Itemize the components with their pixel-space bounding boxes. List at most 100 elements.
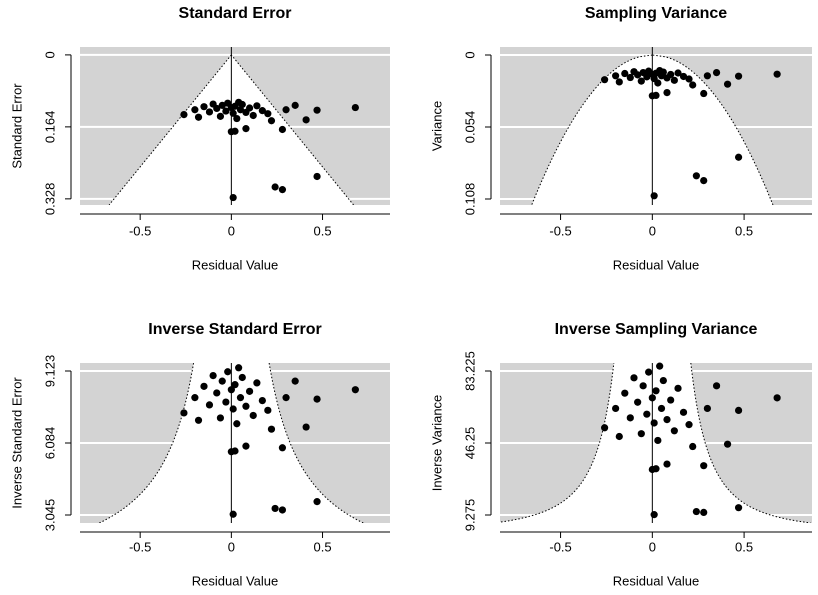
point: [652, 465, 660, 473]
point: [650, 192, 658, 200]
point: [271, 183, 279, 191]
point: [267, 425, 276, 433]
point: [213, 104, 221, 113]
point: [685, 75, 693, 83]
x-axis-title: Residual Value: [192, 573, 278, 588]
point: [723, 80, 732, 88]
point: [679, 408, 688, 416]
point: [657, 404, 666, 413]
point: [712, 382, 721, 390]
point: [652, 387, 660, 395]
y-axis-title: Standard Error: [9, 83, 24, 169]
point: [313, 106, 321, 114]
point: [637, 430, 645, 438]
point: [278, 125, 287, 134]
point: [291, 101, 299, 109]
point: [692, 172, 700, 180]
y-axis-title: Inverse Variance: [429, 395, 444, 492]
point: [689, 442, 697, 451]
point: [258, 396, 266, 405]
point: [648, 394, 656, 402]
chart-title: Standard Error: [179, 5, 292, 22]
point: [191, 106, 199, 114]
point: [663, 460, 671, 468]
point: [200, 103, 208, 111]
point: [674, 69, 682, 77]
point: [218, 101, 226, 109]
point: [700, 508, 708, 517]
point: [242, 402, 250, 410]
point: [621, 389, 629, 397]
point: [734, 406, 743, 415]
point: [656, 362, 664, 370]
y-axis-title: Inverse Standard Error: [9, 377, 24, 509]
point: [621, 69, 629, 78]
x-tick-label: -0.5: [549, 223, 571, 238]
point: [216, 112, 225, 120]
point: [626, 414, 634, 422]
y-tick-label: 9.275: [462, 499, 477, 532]
point: [674, 384, 682, 392]
point: [663, 89, 671, 97]
x-tick-label: 0: [649, 539, 656, 554]
funnel-edge: [652, 54, 774, 205]
point: [667, 70, 675, 79]
point: [242, 125, 250, 133]
point: [229, 405, 237, 413]
point: [703, 404, 711, 413]
point: [278, 186, 287, 194]
point: [236, 394, 245, 402]
point: [222, 107, 230, 115]
x-tick-label: 0: [228, 539, 235, 554]
point: [180, 110, 188, 119]
point: [634, 398, 642, 406]
point: [245, 104, 254, 112]
chart-title: Sampling Variance: [585, 5, 727, 22]
point: [253, 102, 261, 110]
point: [639, 382, 647, 390]
point: [222, 398, 230, 406]
point: [231, 127, 239, 135]
point: [650, 511, 658, 519]
point: [679, 72, 688, 81]
point: [626, 73, 634, 82]
chart-title: Inverse Standard Error: [148, 321, 321, 338]
x-tick-label: -0.5: [129, 223, 151, 238]
panel: -0.5 0 0.5 0 0.054 0.108 Sampling Variance Resi…: [429, 5, 812, 272]
point: [245, 387, 254, 395]
point: [205, 108, 214, 116]
point: [700, 462, 708, 470]
y-tick-label: 6.084: [42, 427, 57, 460]
y-tick-label: 0.054: [462, 111, 477, 144]
point: [351, 103, 359, 112]
y-tick-label: 0: [42, 51, 57, 58]
point: [650, 419, 658, 427]
point: [302, 116, 310, 124]
point: [267, 117, 276, 125]
point: [615, 78, 623, 86]
point: [180, 409, 188, 417]
point: [238, 373, 246, 382]
point: [643, 410, 651, 418]
y-tick-label: 0: [462, 51, 477, 58]
point: [612, 72, 620, 80]
funnel-edge: [230, 54, 354, 205]
point: [258, 107, 266, 115]
point: [291, 377, 299, 385]
point: [773, 394, 781, 402]
point: [194, 416, 203, 424]
y-tick-label: 0.108: [462, 183, 477, 216]
point: [224, 368, 232, 376]
x-tick-label: -0.5: [129, 539, 151, 554]
funnel: [500, 363, 811, 523]
point: [313, 395, 321, 403]
point: [773, 70, 781, 78]
x-tick-label: 0.5: [735, 223, 753, 238]
point: [612, 404, 620, 413]
point: [264, 110, 272, 118]
x-tick-label: -0.5: [549, 539, 571, 554]
point: [218, 377, 226, 385]
point: [216, 414, 225, 422]
point: [637, 77, 645, 85]
